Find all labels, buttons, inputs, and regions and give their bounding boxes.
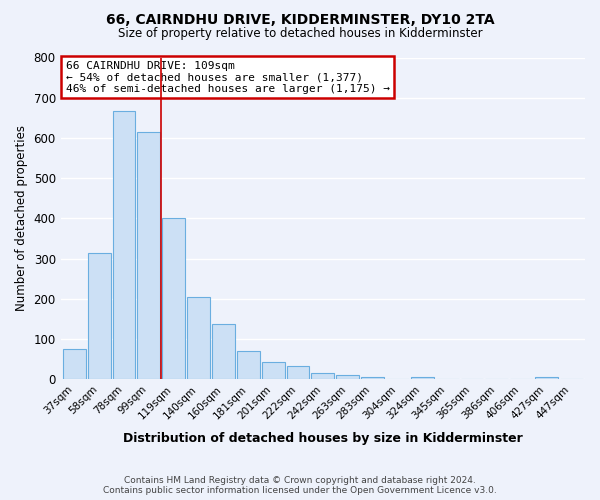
Bar <box>535 377 558 379</box>
Text: Contains HM Land Registry data © Crown copyright and database right 2024.
Contai: Contains HM Land Registry data © Crown c… <box>103 476 497 495</box>
Y-axis label: Number of detached properties: Number of detached properties <box>15 126 28 312</box>
Bar <box>88 252 110 379</box>
Bar <box>63 349 86 379</box>
Bar <box>311 373 334 379</box>
Bar <box>113 110 136 379</box>
Bar <box>212 324 235 379</box>
Bar <box>237 351 260 379</box>
Text: 66, CAIRNDHU DRIVE, KIDDERMINSTER, DY10 2TA: 66, CAIRNDHU DRIVE, KIDDERMINSTER, DY10 … <box>106 12 494 26</box>
Bar <box>336 375 359 379</box>
Bar <box>163 218 185 379</box>
Bar <box>287 366 310 379</box>
Bar <box>361 377 384 379</box>
Text: 66 CAIRNDHU DRIVE: 109sqm
← 54% of detached houses are smaller (1,377)
46% of se: 66 CAIRNDHU DRIVE: 109sqm ← 54% of detac… <box>66 60 390 94</box>
Bar <box>187 296 210 379</box>
Bar <box>137 132 160 379</box>
Bar <box>262 362 284 379</box>
Text: Size of property relative to detached houses in Kidderminster: Size of property relative to detached ho… <box>118 28 482 40</box>
X-axis label: Distribution of detached houses by size in Kidderminster: Distribution of detached houses by size … <box>123 432 523 445</box>
Bar <box>411 377 434 379</box>
